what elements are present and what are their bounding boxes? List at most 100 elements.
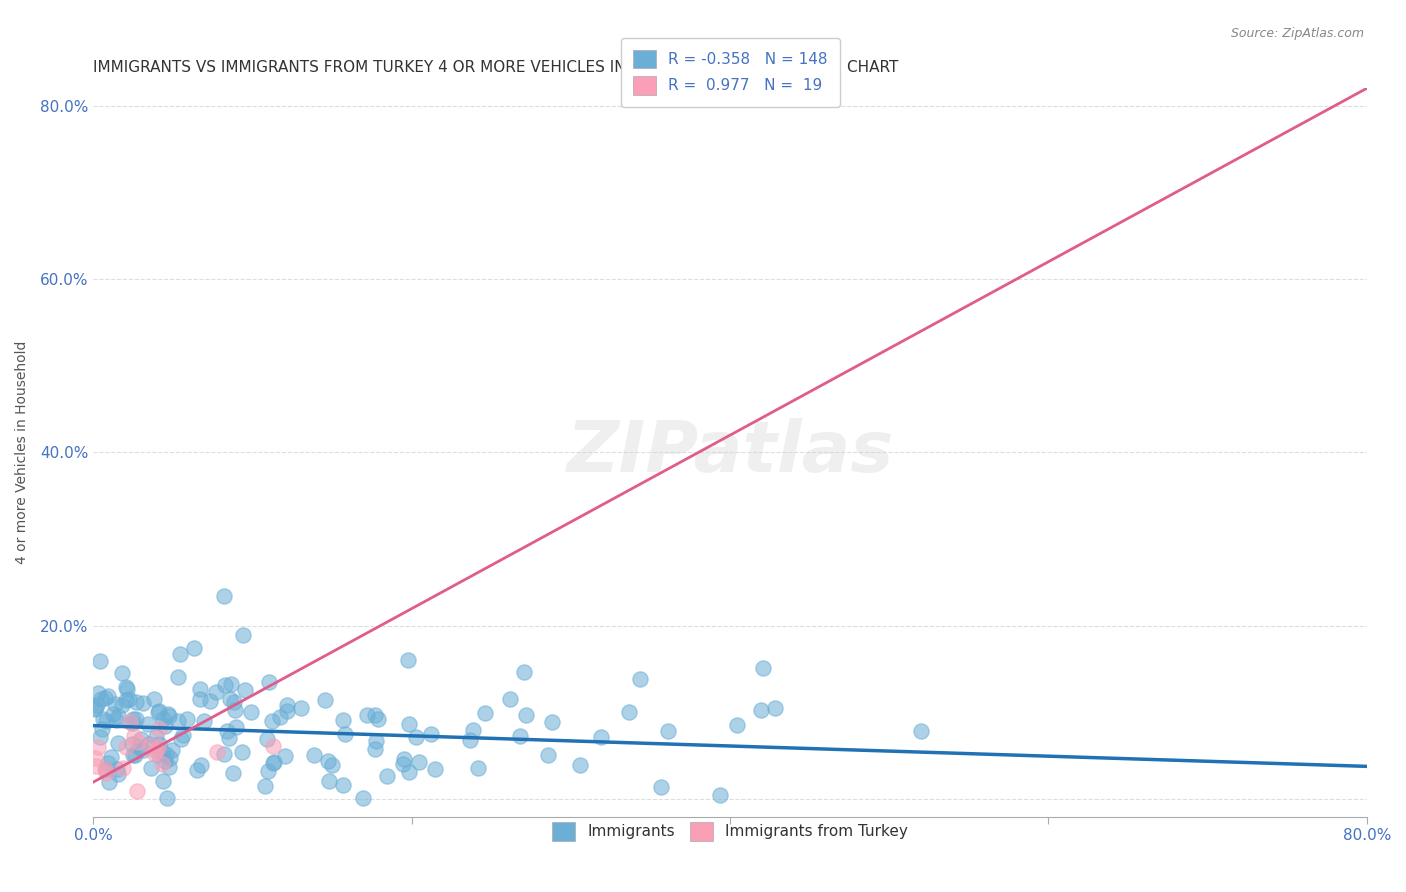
Point — [204, 685, 226, 699]
Point — [725, 718, 748, 732]
Point — [127, 735, 149, 749]
Point — [218, 731, 240, 745]
Text: Source: ZipAtlas.com: Source: ZipAtlas.com — [1230, 27, 1364, 40]
Point — [118, 692, 141, 706]
Point — [153, 718, 176, 732]
Point — [87, 740, 110, 755]
Point — [332, 713, 354, 727]
Point — [157, 706, 180, 721]
Point — [153, 755, 176, 769]
Point — [157, 709, 180, 723]
Point — [183, 641, 205, 656]
Point — [104, 697, 127, 711]
Point — [121, 737, 143, 751]
Point — [94, 691, 117, 706]
Point — [91, 713, 114, 727]
Point — [398, 717, 420, 731]
Point — [512, 665, 534, 679]
Point — [499, 692, 522, 706]
Point — [83, 702, 105, 716]
Point — [84, 751, 107, 765]
Point — [146, 705, 169, 719]
Point — [125, 783, 148, 797]
Point — [89, 654, 111, 668]
Point — [139, 762, 162, 776]
Point — [749, 703, 772, 717]
Point — [463, 723, 485, 737]
Point — [89, 730, 111, 744]
Point — [375, 769, 398, 783]
Point — [263, 756, 285, 770]
Point — [150, 757, 173, 772]
Point — [222, 766, 245, 780]
Point — [569, 758, 592, 772]
Point — [91, 722, 114, 736]
Point — [709, 789, 731, 803]
Point — [910, 724, 932, 739]
Point — [86, 698, 108, 713]
Point — [115, 680, 138, 694]
Point — [148, 722, 170, 736]
Point — [408, 755, 430, 769]
Point — [215, 724, 238, 739]
Point — [111, 665, 134, 680]
Point — [257, 674, 280, 689]
Point — [509, 729, 531, 743]
Point — [233, 682, 256, 697]
Point — [138, 737, 160, 751]
Point — [138, 739, 160, 753]
Point — [122, 712, 145, 726]
Point — [321, 757, 343, 772]
Point — [219, 692, 242, 706]
Point — [214, 678, 236, 692]
Point — [169, 648, 191, 662]
Point — [405, 730, 427, 744]
Point — [146, 739, 169, 754]
Point — [107, 709, 129, 723]
Point — [104, 713, 127, 727]
Point — [224, 703, 246, 717]
Point — [316, 755, 339, 769]
Point — [302, 748, 325, 763]
Point — [276, 705, 298, 719]
Point — [619, 705, 641, 719]
Point — [111, 698, 134, 712]
Point — [152, 774, 174, 789]
Legend: Immigrants, Immigrants from Turkey: Immigrants, Immigrants from Turkey — [540, 810, 921, 853]
Point — [589, 730, 612, 744]
Point — [152, 712, 174, 726]
Point — [231, 745, 253, 759]
Point — [107, 767, 129, 781]
Point — [83, 701, 105, 715]
Text: IMMIGRANTS VS IMMIGRANTS FROM TURKEY 4 OR MORE VEHICLES IN HOUSEHOLD CORRELATION: IMMIGRANTS VS IMMIGRANTS FROM TURKEY 4 O… — [93, 60, 898, 75]
Point — [212, 589, 235, 603]
Point — [125, 695, 148, 709]
Point — [166, 671, 188, 685]
Point — [94, 762, 117, 776]
Point — [394, 752, 416, 766]
Point — [97, 756, 120, 771]
Point — [458, 732, 481, 747]
Point — [628, 673, 651, 687]
Point — [186, 763, 208, 777]
Point — [763, 701, 786, 715]
Point — [87, 686, 110, 700]
Point — [155, 747, 177, 762]
Point — [751, 661, 773, 675]
Point — [114, 740, 136, 755]
Point — [132, 743, 155, 757]
Point — [128, 739, 150, 754]
Point — [94, 714, 117, 728]
Point — [148, 747, 170, 762]
Point — [398, 764, 420, 779]
Point — [124, 747, 146, 762]
Y-axis label: 4 or more Vehicles in Household: 4 or more Vehicles in Household — [15, 341, 30, 564]
Point — [364, 741, 387, 756]
Point — [121, 748, 143, 763]
Text: ZIPatlas: ZIPatlas — [567, 418, 894, 487]
Point — [143, 747, 166, 761]
Point — [101, 707, 124, 722]
Point — [257, 764, 280, 778]
Point — [537, 747, 560, 762]
Point — [172, 728, 194, 742]
